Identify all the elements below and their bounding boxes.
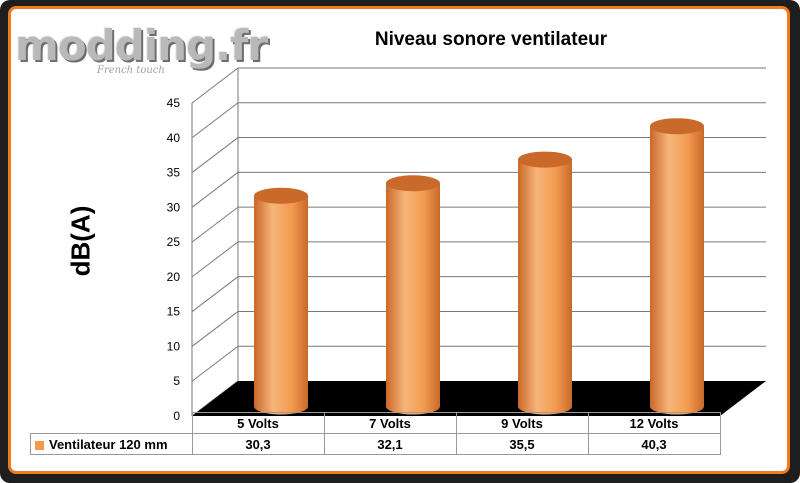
data-value: 35,5 [455,433,589,455]
bar-top [650,118,704,135]
gridline-side [191,241,239,278]
y-tick-label: 30 [167,200,181,214]
legend-entry: Ventilateur 120 mm [30,433,193,455]
bar [254,195,308,415]
gridline-side [191,345,239,382]
chart-title: Niveau sonore ventilateur [374,29,608,50]
y-tick-label: 5 [173,374,180,388]
y-tick-label: 20 [167,270,181,284]
y-tick-label: 45 [167,96,181,110]
category-label: 9 Volts [455,412,589,434]
data-table-series-row: Ventilateur 120 mm 30,3 32,1 35,5 40,3 [30,433,721,455]
data-value: 40,3 [587,433,721,455]
category-label: 7 Volts [323,412,457,434]
y-tick-label: 10 [167,339,181,353]
gridline-side [191,311,239,347]
y-tick-label: 15 [167,305,181,319]
bar-top [386,175,440,192]
data-table-header-row: 5 Volts 7 Volts 9 Volts 12 Volts [30,412,721,434]
category-label: 5 Volts [191,412,325,434]
gridline-side [191,67,239,104]
legend-label: Ventilateur 120 mm [49,436,168,452]
y-tick-label: 25 [167,235,181,249]
data-table: 5 Volts 7 Volts 9 Volts 12 Volts Ventila… [30,412,721,455]
chart-floor [192,381,766,416]
gridline-side [191,102,239,139]
data-value: 30,3 [191,433,325,455]
bar [518,159,572,415]
data-table-corner [30,412,193,434]
category-label: 12 Volts [587,412,721,434]
logo-tagline: French touch [97,65,165,76]
gridline-side [191,276,239,313]
bar-top [254,187,308,204]
bar [386,183,440,415]
y-tick-label: 40 [167,131,181,145]
gridline-side [191,171,239,208]
y-tick-label: 35 [167,166,181,180]
legend-swatch [35,440,44,450]
bar-top [518,151,572,168]
data-value: 32,1 [323,433,457,455]
bar [650,126,704,415]
gridline-side [191,137,239,173]
gridline-side [191,206,239,243]
site-logo: modding.fr [15,21,268,70]
